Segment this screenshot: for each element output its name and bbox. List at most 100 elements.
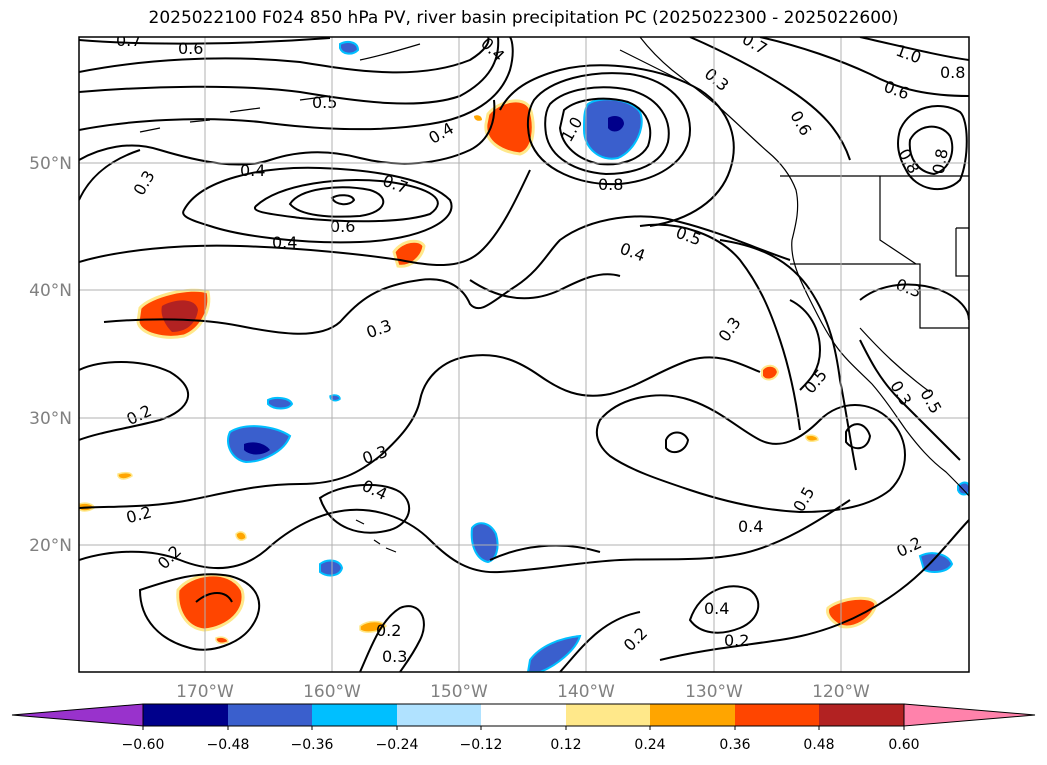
pv-contour-line — [330, 194, 356, 206]
contour-label: 0.8 — [598, 175, 623, 194]
positive-anomaly-blob — [826, 596, 878, 629]
positive-anomaly-blob — [136, 288, 211, 339]
pv-contour-line — [897, 105, 968, 190]
contour-label: 0.4 — [240, 161, 265, 180]
colorbar-tick: 0.12 — [550, 737, 581, 753]
lat-label-50: 50°N — [29, 154, 72, 174]
positive-anomaly-blob — [761, 364, 780, 381]
negative-anomaly-blob — [470, 522, 499, 564]
pv-contour-line — [359, 605, 425, 672]
coastline — [859, 327, 931, 393]
positive-anomaly-blob — [474, 99, 535, 156]
lat-label-40: 40°N — [29, 281, 72, 301]
pv-contour-line — [79, 354, 761, 509]
lon-label-120: 120°W — [812, 682, 870, 702]
coastline — [955, 227, 969, 277]
colorbar-tick: 0.36 — [719, 737, 750, 753]
map-title: 2025022100 F024 850 hPa PV, river basin … — [148, 8, 899, 28]
pv-contour-line — [859, 37, 969, 61]
coastline — [790, 263, 969, 329]
contour-label: 0.5 — [312, 93, 337, 112]
negative-anomaly-blob — [267, 396, 294, 410]
colorbar-tick: −0.36 — [291, 737, 334, 753]
pv-contour-line — [79, 149, 141, 201]
pv-contour-line — [103, 215, 791, 335]
negative-anomaly-blob — [319, 559, 344, 577]
shaded-precip-pc — [79, 41, 969, 672]
pv-contours — [79, 37, 969, 672]
colorbar-swatch — [143, 704, 228, 726]
contour-label: 0.4 — [738, 517, 763, 536]
contour-label: 0.2 — [724, 631, 749, 650]
pv-contour-line — [79, 169, 531, 266]
longitude-labels: 170°W 160°W 150°W 140°W 130°W 120°W — [176, 682, 870, 702]
pv-contour-line — [595, 394, 906, 514]
coastline — [355, 519, 397, 553]
pv-contour-line — [526, 72, 692, 186]
gridlines — [79, 37, 969, 672]
pv-contour-line — [659, 519, 969, 661]
pv-contour-line — [719, 239, 857, 471]
positive-anomaly-blob — [215, 636, 229, 645]
coastline — [139, 95, 331, 133]
pv-contour-line — [79, 37, 514, 131]
contour-label: 0.3 — [382, 647, 407, 666]
pv-contour-line — [138, 573, 261, 651]
pv-contour-line — [544, 86, 670, 176]
colorbar-extend-min — [11, 703, 144, 727]
plot-frame — [78, 36, 970, 673]
pv-contour-line — [859, 339, 961, 461]
coastline — [639, 37, 969, 497]
pv-contour-line — [689, 37, 851, 161]
contour-label: 0.6 — [178, 39, 203, 58]
pv-contour-line — [318, 483, 411, 534]
pv-contour-line — [559, 611, 641, 672]
contour-label: 0.7 — [116, 31, 141, 50]
colorbar-swatch — [819, 704, 904, 726]
colorbar-tick: −0.60 — [122, 737, 165, 753]
pv-contour-line — [288, 186, 385, 218]
contour-label: 0.6 — [330, 217, 355, 236]
colorbar-tick: −0.24 — [376, 737, 419, 753]
contour-label: 0.4 — [704, 599, 729, 618]
pv-contour-line — [79, 499, 851, 574]
pv-contour-line — [558, 97, 652, 166]
colorbar-tick: 0.24 — [634, 737, 665, 753]
coastline — [879, 176, 917, 265]
lon-label-130: 130°W — [685, 682, 743, 702]
latitude-labels: 50°N 40°N 30°N 20°N — [29, 154, 72, 556]
negative-anomaly-blob — [339, 41, 360, 55]
colorbar-extend-max — [903, 703, 1036, 727]
pv-contour-line — [79, 37, 490, 74]
colorbar-swatch — [650, 704, 735, 726]
lon-label-160: 160°W — [303, 682, 361, 702]
colorbar-tick: 0.48 — [803, 737, 834, 753]
pv-contour-line — [79, 37, 500, 105]
pv-contour-line — [195, 592, 233, 603]
negative-anomaly-blob — [582, 98, 643, 160]
negative-anomaly-blob — [957, 481, 969, 496]
pv-contour-line — [639, 223, 801, 431]
negative-anomaly-blob — [526, 634, 582, 672]
positive-anomaly-blob — [805, 434, 819, 443]
colorbar-swatch — [397, 704, 481, 726]
colorbar-swatch — [735, 704, 819, 726]
pv-contour-line — [789, 299, 822, 391]
pv-contour-line — [182, 166, 453, 244]
negative-anomaly-blob — [918, 552, 954, 573]
colorbar-tick: 0.60 — [888, 737, 919, 753]
contour-label: 0.4 — [272, 233, 297, 252]
positive-anomaly-blob — [117, 471, 133, 480]
pv-contour-line — [499, 64, 735, 227]
pv-contour-line — [79, 361, 190, 441]
lat-label-20: 20°N — [29, 536, 72, 556]
coastlines — [139, 37, 969, 553]
colorbar-swatch — [312, 704, 397, 726]
colorbar-tick: −0.12 — [460, 737, 503, 753]
pv-contour-line — [79, 99, 496, 166]
colorbar-frame — [142, 703, 905, 727]
lat-label-30: 30°N — [29, 409, 72, 429]
colorbar-swatch — [228, 704, 312, 726]
pv-contour-line — [253, 179, 439, 223]
